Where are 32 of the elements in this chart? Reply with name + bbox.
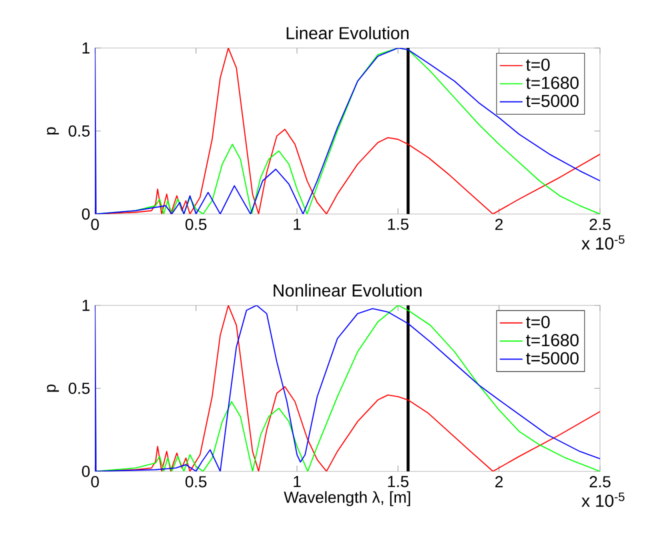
- chart-title: Nonlinear Evolution: [274, 284, 422, 297]
- y-tick-label: 0.5: [68, 382, 90, 394]
- x-tick-label: 0: [91, 218, 99, 230]
- legend-label: t=5000: [526, 94, 579, 108]
- chart-title: Linear Evolution: [286, 26, 408, 40]
- legend-label: t=1680: [526, 76, 579, 89]
- legend-label: t=0: [526, 58, 550, 71]
- x-tick-label: 0.5: [186, 218, 206, 230]
- legend-label: t=1680: [526, 334, 579, 346]
- x-tick-label: 1: [294, 476, 301, 488]
- legend-label: t=0: [526, 316, 550, 328]
- y-tick-label: 1: [82, 300, 90, 311]
- y-tick-label: 0.5: [68, 125, 90, 137]
- y-tick-label: 0: [82, 466, 90, 477]
- x-tick-label: 2.5: [590, 476, 610, 488]
- x-tick-label: 2: [495, 218, 503, 230]
- x-tick-label: 1: [294, 218, 301, 230]
- line-series: [95, 48, 600, 214]
- y-tick-label: 1: [82, 42, 90, 54]
- x-tick-label: 0.5: [186, 476, 206, 488]
- x-tick-label: 0: [91, 476, 99, 488]
- x-tick-label: 2.5: [590, 218, 610, 230]
- y-tick-label: 0: [82, 208, 90, 220]
- x-tick-label: 1.5: [388, 218, 408, 230]
- x-tick-label: 1.5: [388, 476, 408, 488]
- text: x 10$^{-5}$: [582, 235, 624, 250]
- x-axis-title: Wavelength λ, [m]: [284, 491, 410, 506]
- text: x 10$^{-5}$: [582, 492, 624, 507]
- y-axis-title: p: [46, 127, 59, 134]
- y-axis-title: p: [46, 384, 59, 392]
- x-tick-label: 2: [495, 476, 503, 488]
- legend-label: t=5000: [526, 352, 579, 364]
